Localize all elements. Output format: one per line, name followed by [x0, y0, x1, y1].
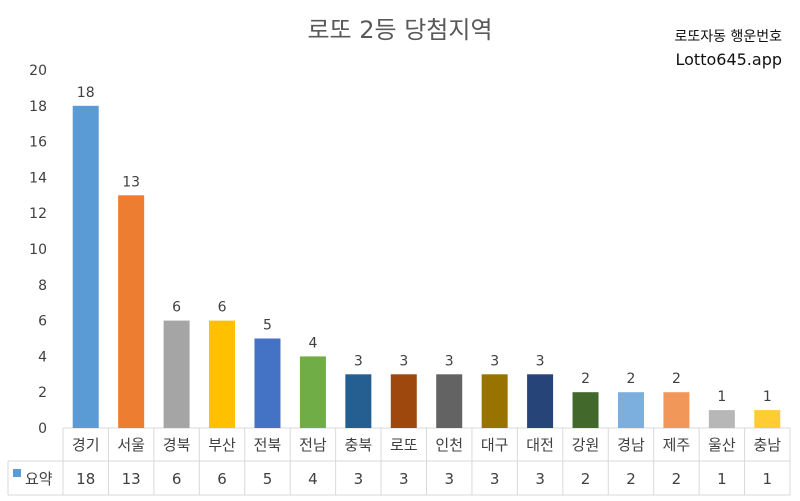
bar: [527, 374, 554, 428]
table-value: 3: [354, 470, 364, 488]
y-tick-label: 2: [38, 385, 47, 401]
data-label: 3: [445, 353, 454, 369]
data-label: 1: [717, 389, 726, 405]
bar: [572, 392, 599, 428]
table-value: 13: [122, 470, 141, 488]
category-label: 제주: [663, 436, 691, 454]
data-label: 2: [627, 371, 636, 387]
category-label: 대전: [526, 436, 554, 454]
table-value: 3: [490, 470, 500, 488]
data-label: 4: [308, 335, 317, 351]
y-tick-label: 14: [29, 170, 47, 186]
y-tick-label: 16: [29, 135, 47, 151]
y-tick-label: 12: [29, 206, 47, 222]
bar: [299, 356, 326, 428]
table-value: 5: [263, 470, 273, 488]
table-value: 2: [626, 470, 636, 488]
chart-title: 로또 2등 당첨지역: [307, 16, 493, 44]
bar: [617, 392, 644, 428]
bar: [209, 320, 236, 428]
bar: [345, 374, 372, 428]
y-tick-label: 4: [38, 349, 47, 365]
table-value: 2: [581, 470, 591, 488]
table-value: 18: [76, 470, 95, 488]
category-label: 부산: [208, 436, 236, 454]
data-label: 6: [218, 300, 227, 316]
data-label: 5: [263, 318, 272, 334]
category-label: 경남: [617, 436, 645, 454]
y-tick-label: 6: [38, 314, 47, 330]
brand-line-2: Lotto645.app: [675, 50, 783, 69]
category-label: 대구: [481, 436, 509, 454]
data-label: 2: [581, 371, 590, 387]
y-tick-label: 0: [38, 421, 47, 437]
data-label: 6: [172, 300, 181, 316]
bar: [254, 338, 281, 428]
category-label: 경북: [163, 436, 191, 454]
bar: [754, 410, 781, 428]
category-label: 충남: [753, 436, 781, 454]
data-label: 3: [536, 353, 545, 369]
data-label: 2: [672, 371, 681, 387]
category-label: 경기: [72, 436, 100, 454]
category-label: 전북: [254, 436, 282, 454]
bar: [163, 320, 190, 428]
table-value: 6: [217, 470, 227, 488]
y-tick-label: 18: [29, 99, 47, 115]
data-label: 18: [77, 85, 95, 101]
category-label: 로또: [390, 436, 418, 454]
category-label: 강원: [572, 436, 600, 454]
table-value: 4: [308, 470, 318, 488]
data-label: 3: [399, 353, 408, 369]
bar: [390, 374, 417, 428]
data-label: 3: [490, 353, 499, 369]
table-value: 3: [535, 470, 545, 488]
bar: [436, 374, 463, 428]
bar: [72, 105, 99, 429]
bar: [708, 410, 735, 428]
table-value: 6: [172, 470, 182, 488]
table-value: 3: [399, 470, 409, 488]
legend-swatch: [13, 469, 21, 477]
category-label: 서울: [117, 436, 145, 454]
brand-line-1: 로또자동 행운번호: [674, 29, 783, 45]
legend-label: 요약: [25, 470, 53, 488]
category-label: 울산: [708, 436, 736, 454]
table-value: 3: [444, 470, 454, 488]
table-value: 2: [672, 470, 682, 488]
data-label: 3: [354, 353, 363, 369]
bar: [481, 374, 508, 428]
data-label: 1: [763, 389, 772, 405]
data-label: 13: [122, 174, 140, 190]
y-tick-label: 10: [29, 242, 47, 258]
category-label: 인천: [435, 436, 463, 454]
category-label: 충북: [345, 436, 373, 454]
table-value: 1: [763, 470, 773, 488]
category-label: 전남: [299, 436, 327, 454]
bar: [118, 195, 145, 428]
y-tick-label: 20: [29, 63, 47, 79]
table-value: 1: [717, 470, 727, 488]
bar: [663, 392, 690, 428]
y-tick-label: 8: [38, 278, 47, 294]
